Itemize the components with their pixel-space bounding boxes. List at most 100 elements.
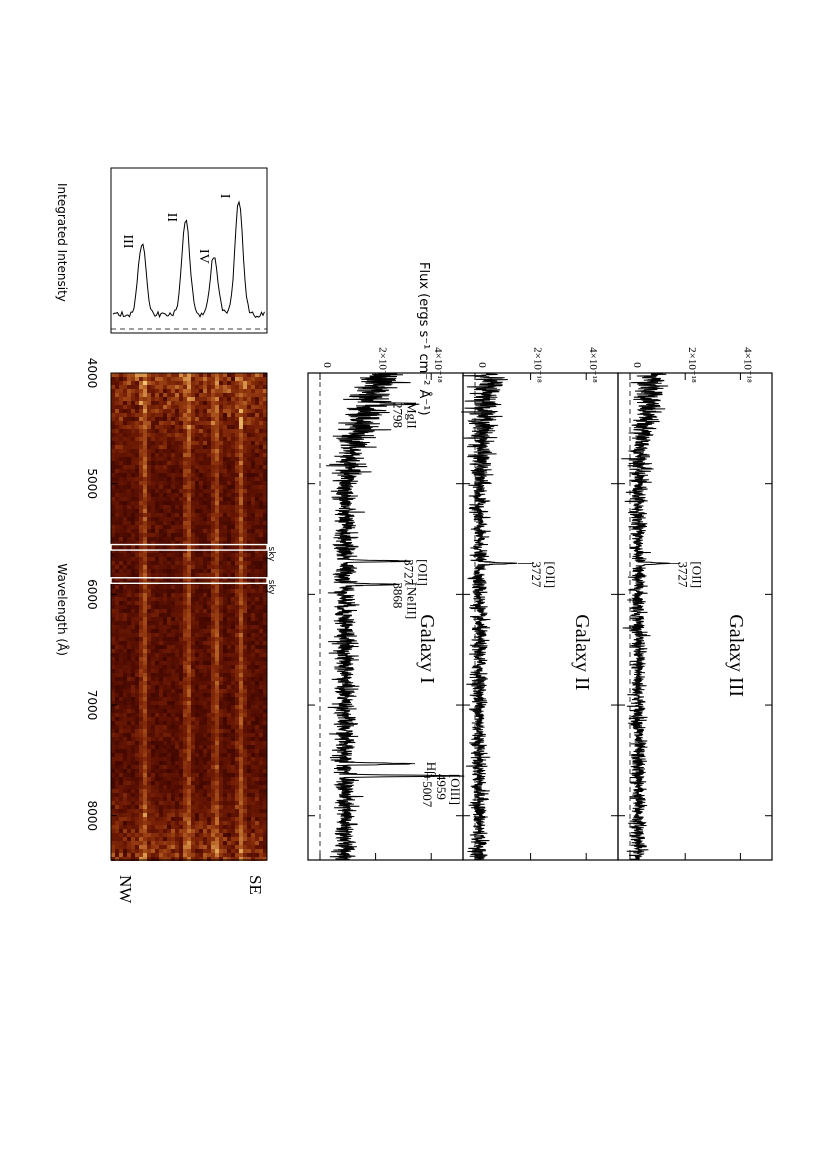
heatmap-cell bbox=[135, 521, 139, 525]
heatmap-cell bbox=[159, 501, 163, 505]
heatmap-cell bbox=[135, 669, 139, 673]
heatmap-cell bbox=[231, 741, 235, 745]
heatmap-cell bbox=[187, 529, 191, 533]
heatmap-cell bbox=[203, 633, 207, 637]
heatmap-cell bbox=[227, 757, 231, 761]
heatmap-cell bbox=[199, 509, 203, 513]
heatmap-cell bbox=[243, 553, 247, 557]
heatmap-cell bbox=[127, 773, 131, 777]
heatmap-cell bbox=[155, 721, 159, 725]
heatmap-cell bbox=[171, 777, 175, 781]
heatmap-cell bbox=[143, 633, 147, 637]
heatmap-cell bbox=[179, 449, 183, 453]
heatmap-cell bbox=[223, 461, 227, 465]
heatmap-cell bbox=[159, 681, 163, 685]
heatmap-cell bbox=[115, 561, 119, 565]
heatmap-cell bbox=[163, 769, 167, 773]
heatmap-cell bbox=[155, 829, 159, 833]
heatmap-cell bbox=[195, 777, 199, 781]
heatmap-cell bbox=[127, 469, 131, 473]
heatmap-cell bbox=[235, 793, 239, 797]
heatmap-cell bbox=[195, 721, 199, 725]
heatmap-cell bbox=[255, 553, 259, 557]
heatmap-cell bbox=[219, 485, 223, 489]
heatmap-cell bbox=[183, 657, 187, 661]
heatmap-cell bbox=[263, 601, 267, 605]
heatmap-cell bbox=[191, 637, 195, 641]
heatmap-cell bbox=[147, 541, 151, 545]
heatmap-cell bbox=[195, 849, 199, 853]
heatmap-cell bbox=[183, 645, 187, 649]
heatmap-cell bbox=[211, 785, 215, 789]
heatmap-cell bbox=[119, 541, 123, 545]
heatmap-cell bbox=[135, 513, 139, 517]
heatmap-cell bbox=[223, 753, 227, 757]
heatmap-cell bbox=[111, 477, 115, 481]
heatmap-cell bbox=[127, 809, 131, 813]
heatmap-cell bbox=[123, 765, 127, 769]
heatmap-cell bbox=[235, 409, 239, 413]
heatmap-cell bbox=[179, 473, 183, 477]
heatmap-cell bbox=[127, 713, 131, 717]
heatmap-cell bbox=[167, 801, 171, 805]
heatmap-cell bbox=[115, 481, 119, 485]
heatmap-cell bbox=[111, 777, 115, 781]
heatmap-cell bbox=[191, 553, 195, 557]
heatmap-cell bbox=[255, 457, 259, 461]
heatmap-cell bbox=[167, 633, 171, 637]
heatmap-cell bbox=[179, 677, 183, 681]
heatmap-cell bbox=[239, 729, 243, 733]
heatmap-cell bbox=[159, 741, 163, 745]
heatmap-cell bbox=[215, 685, 219, 689]
heatmap-cell bbox=[243, 429, 247, 433]
heatmap-cell bbox=[167, 665, 171, 669]
heatmap-cell bbox=[183, 441, 187, 445]
heatmap-cell bbox=[135, 801, 139, 805]
heatmap-cell bbox=[227, 717, 231, 721]
heatmap-cell bbox=[243, 601, 247, 605]
heatmap-cell bbox=[235, 609, 239, 613]
heatmap-cell bbox=[115, 461, 119, 465]
heatmap-cell bbox=[243, 457, 247, 461]
heatmap-cell bbox=[219, 765, 223, 769]
heatmap-cell bbox=[143, 597, 147, 601]
heatmap-cell bbox=[235, 561, 239, 565]
y-tick-label: 2×10⁻¹⁸ bbox=[686, 347, 698, 383]
heatmap-cell bbox=[247, 617, 251, 621]
heatmap-cell bbox=[259, 409, 263, 413]
heatmap-cell bbox=[255, 537, 259, 541]
heatmap-cell bbox=[115, 817, 119, 821]
heatmap-cell bbox=[239, 801, 243, 805]
heatmap-cell bbox=[143, 849, 147, 853]
heatmap-cell bbox=[203, 593, 207, 597]
heatmap-cell bbox=[151, 765, 155, 769]
heatmap-cell bbox=[159, 429, 163, 433]
heatmap-cell bbox=[239, 797, 243, 801]
heatmap-cell bbox=[211, 821, 215, 825]
heatmap-cell bbox=[199, 781, 203, 785]
heatmap-cell bbox=[163, 377, 167, 381]
heatmap-cell bbox=[247, 561, 251, 565]
heatmap-cell bbox=[251, 505, 255, 509]
heatmap-cell bbox=[127, 385, 131, 389]
heatmap-cell bbox=[227, 469, 231, 473]
heatmap-cell bbox=[179, 501, 183, 505]
heatmap-cell bbox=[183, 421, 187, 425]
heatmap-cell bbox=[239, 481, 243, 485]
heatmap-cell bbox=[155, 625, 159, 629]
heatmap-cell bbox=[147, 481, 151, 485]
heatmap-cell bbox=[147, 469, 151, 473]
heatmap-cell bbox=[139, 633, 143, 637]
heatmap-cell bbox=[263, 809, 267, 813]
heatmap-cell bbox=[167, 741, 171, 745]
heatmap-cell bbox=[163, 801, 167, 805]
heatmap-cell bbox=[179, 529, 183, 533]
heatmap-cell bbox=[247, 657, 251, 661]
heatmap-cell bbox=[147, 713, 151, 717]
heatmap-cell bbox=[167, 617, 171, 621]
heatmap-cell bbox=[191, 789, 195, 793]
heatmap-cell bbox=[143, 565, 147, 569]
heatmap-cell bbox=[211, 841, 215, 845]
heatmap-cell bbox=[159, 737, 163, 741]
heatmap-cell bbox=[223, 633, 227, 637]
